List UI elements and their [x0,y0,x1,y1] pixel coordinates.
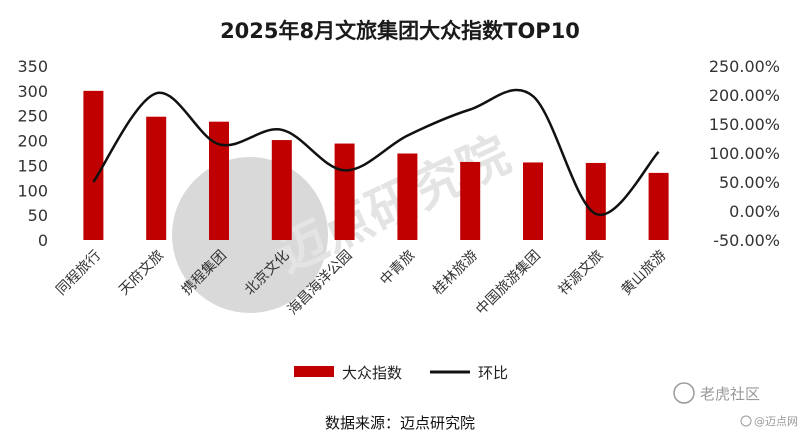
bar [334,143,355,240]
category-label: 天府文旅 [116,248,167,299]
right-axis-tick: 200.00% [709,86,780,105]
category-label: 桂林旅游 [430,248,481,299]
right-axis-tick: -50.00% [713,231,780,250]
category-label: 中青旅 [377,248,418,289]
legend-bar-swatch [294,366,334,377]
left-axis-tick: 250 [17,107,48,126]
legend: 大众指数 环比 [294,364,508,382]
left-axis-tick: 200 [17,132,48,151]
bar [648,172,669,240]
corner-watermark: 老虎社区 @迈点网 [673,382,798,428]
line-series [92,88,660,217]
mom-change-line [92,88,660,217]
category-label: 中国旅游集团 [472,247,543,318]
right-axis-ticks: -50.00% 0.00% 50.00% 100.00% 150.00% 200.00% 2… [709,57,780,250]
category-label: 同程旅行 [53,248,104,299]
left-axis-ticks: 0 50 100 150 200 250 300 350 [17,57,48,250]
bar [585,162,606,240]
category-labels: 同程旅行 天府文旅 携程集团 北京文化海昌海洋公园 中青旅 桂林旅游中国旅游集团 祥源文旅黄… [53,247,669,318]
category-label: 黄山旅游 [618,247,670,299]
bar [271,140,292,240]
legend-bar-label: 大众指数 [342,364,402,382]
right-axis-tick: 100.00% [709,144,780,163]
bar [397,153,418,240]
bar [460,161,481,240]
right-axis-tick: 0.00% [729,202,780,221]
corner-watermark-main: 老虎社区 [700,385,760,403]
bar [146,116,167,240]
chart-title: 2025年8月文旅集团大众指数TOP10 [220,19,580,43]
bar [523,162,543,240]
left-axis-tick: 150 [17,156,48,175]
source-note: 数据来源：迈点研究院 [325,414,475,432]
left-axis-tick: 100 [17,181,48,200]
category-label: 祥源文旅 [556,248,607,299]
right-axis-tick: 250.00% [709,57,780,76]
tiger-logo-icon [673,382,695,404]
left-axis-tick: 0 [38,231,48,250]
weibo-logo-icon [740,415,752,427]
bar [83,90,104,240]
right-axis-tick: 50.00% [719,173,780,192]
right-axis-tick: 150.00% [709,115,780,134]
left-axis-tick: 300 [17,82,48,101]
legend-line-label: 环比 [478,364,508,382]
left-axis-tick: 50 [28,206,48,225]
left-axis-tick: 350 [17,57,48,76]
bar-series [83,90,669,240]
bar [209,121,229,240]
corner-watermark-sub: @迈点网 [754,415,798,428]
